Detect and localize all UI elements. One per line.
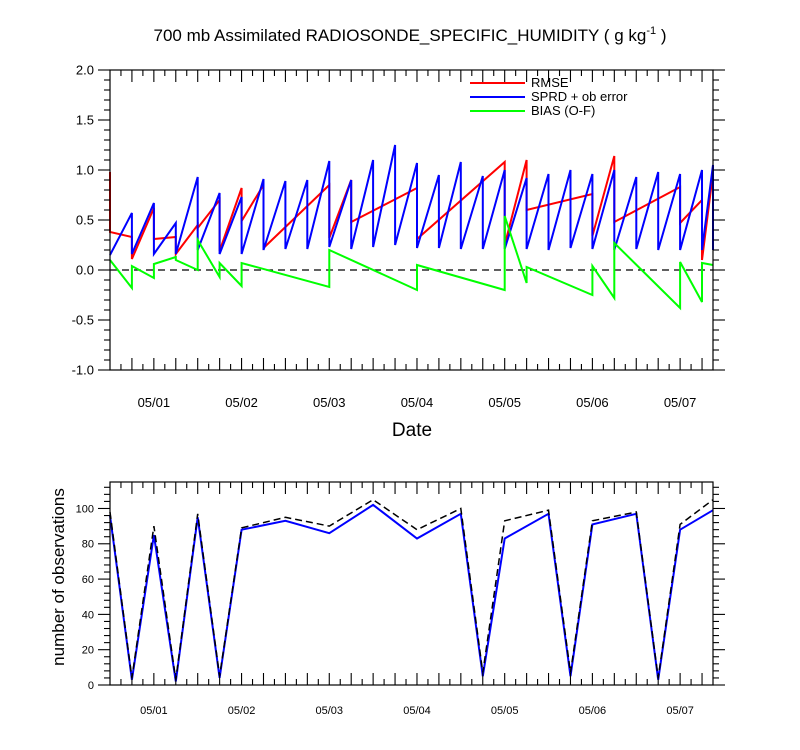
top-plot-frame (109, 69, 714, 371)
x-tick-label-05-06: 05/06 (576, 395, 609, 410)
x-tick-label-05-02: 05/02 (225, 395, 258, 410)
top-series-group (109, 144, 714, 311)
x-tick-label-05-06: 05/06 (579, 705, 607, 717)
x-tick-label-05-05: 05/05 (491, 705, 519, 717)
y-tick-label: 60 (82, 574, 94, 586)
y-tick-label: 2.0 (76, 63, 94, 78)
top-labels-group: 05/01 05/02 05/03 05/04 05/05 05/06 05/07 -1.0 -… (72, 63, 697, 410)
y-tick-label: 0.0 (76, 263, 94, 278)
y-tick-label: -1.0 (72, 363, 94, 378)
x-tick-label-05-05: 05/05 (488, 395, 521, 410)
x-tick-label-05-07: 05/07 (664, 395, 697, 410)
y-tick-label: 40 (82, 609, 94, 621)
y-tick-label: 100 (76, 503, 94, 515)
legend-label-rmse: RMSE (531, 75, 569, 90)
chart-title-end: ) (656, 26, 666, 45)
legend-label-bias-o-f: BIAS (O-F) (531, 103, 595, 118)
y-tick-label: 80 (82, 539, 94, 551)
x-tick-label-05-01: 05/01 (138, 395, 171, 410)
series-line-possible (109, 498, 714, 680)
bottom-plot-frame (109, 481, 714, 686)
y-tick-label: 0 (88, 680, 94, 692)
bottom-ticks-group (98, 482, 725, 686)
bottom-series-group (109, 498, 714, 682)
top-x-axis-label: Date (392, 420, 432, 441)
series-line-sprd-ob-error (109, 144, 714, 258)
top-panel: 05/01 05/02 05/03 05/04 05/05 05/06 05/07 -1.0 -… (72, 63, 725, 441)
legend-label-sprd-ob-error: SPRD + ob error (531, 89, 628, 104)
x-tick-label-05-07: 05/07 (666, 705, 694, 717)
x-tick-label-05-01: 05/01 (140, 705, 168, 717)
y-tick-label: 20 (82, 645, 94, 657)
x-tick-label-05-04: 05/04 (403, 705, 431, 717)
chart-title-superscript: -1 (646, 25, 656, 37)
bottom-y-axis-label: number of observations (49, 488, 68, 666)
bottom-labels-group: 05/01 05/02 05/03 05/04 05/05 05/06 05/07 0 20 40… (76, 503, 694, 717)
x-tick-label-05-03: 05/03 (316, 705, 344, 717)
y-tick-label: -0.5 (72, 313, 94, 328)
y-tick-label: 0.5 (76, 213, 94, 228)
top-ticks-group (98, 69, 725, 371)
series-line-bias-o-f (109, 215, 714, 311)
y-tick-label: 1.5 (76, 113, 94, 128)
chart-title-main: 700 mb Assimilated RADIOSONDE_SPECIFIC_H… (154, 26, 647, 45)
x-tick-label-05-04: 05/04 (401, 395, 434, 410)
x-tick-label-05-03: 05/03 (313, 395, 346, 410)
y-tick-label: 1.0 (76, 163, 94, 178)
chart-title: 700 mb Assimilated RADIOSONDE_SPECIFIC_H… (154, 25, 667, 45)
x-tick-label-05-02: 05/02 (228, 705, 256, 717)
bottom-panel: 05/01 05/02 05/03 05/04 05/05 05/06 05/07 0 20 40… (49, 481, 725, 717)
